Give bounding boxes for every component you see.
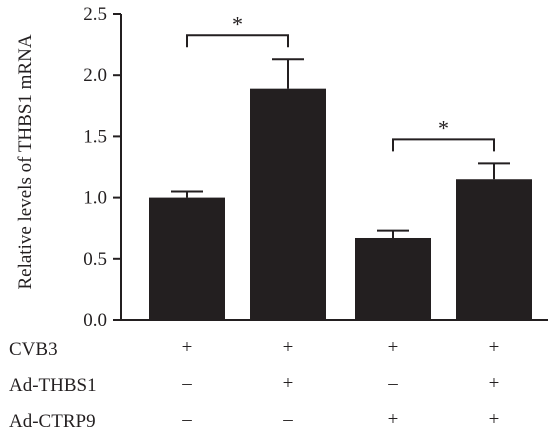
significance-brackets: ** (186, 11, 495, 152)
y-tick-label: 0.0 (83, 310, 107, 331)
bar (149, 197, 225, 320)
y-tick-label: 1.5 (83, 126, 107, 147)
significance-bracket (186, 34, 289, 48)
condition-sign: + (283, 337, 294, 358)
condition-row-label: Ad-THBS1 (9, 375, 97, 396)
condition-sign: – (387, 373, 398, 394)
condition-sign: – (282, 409, 293, 430)
condition-row-label: CVB3 (9, 339, 58, 360)
condition-sign: + (182, 337, 193, 358)
bar (355, 237, 431, 320)
y-tick-label: 1.0 (83, 188, 107, 209)
condition-sign: + (489, 337, 500, 358)
y-tick-label: 2.5 (83, 4, 107, 25)
condition-sign: + (388, 409, 399, 430)
bars (149, 58, 532, 320)
condition-table: CVB3 + + + + Ad-THBS1 – + – + Ad-CTRP9 – – + + (9, 337, 499, 432)
condition-sign: – (181, 409, 192, 430)
y-tick-label: 0.5 (83, 249, 107, 270)
y-axis-label: Relative levels of THBS1 mRNA (15, 34, 36, 289)
significance-star: * (232, 11, 243, 36)
bar (250, 88, 326, 320)
bar (456, 179, 532, 320)
significance-star: * (438, 115, 449, 140)
condition-sign: – (181, 373, 192, 394)
significance-bracket (392, 138, 495, 152)
condition-sign: + (489, 409, 500, 430)
condition-sign: + (388, 337, 399, 358)
y-tick-label: 2.0 (83, 65, 107, 86)
condition-sign: + (489, 373, 500, 394)
condition-row-label: Ad-CTRP9 (9, 411, 96, 432)
condition-sign: + (283, 373, 294, 394)
